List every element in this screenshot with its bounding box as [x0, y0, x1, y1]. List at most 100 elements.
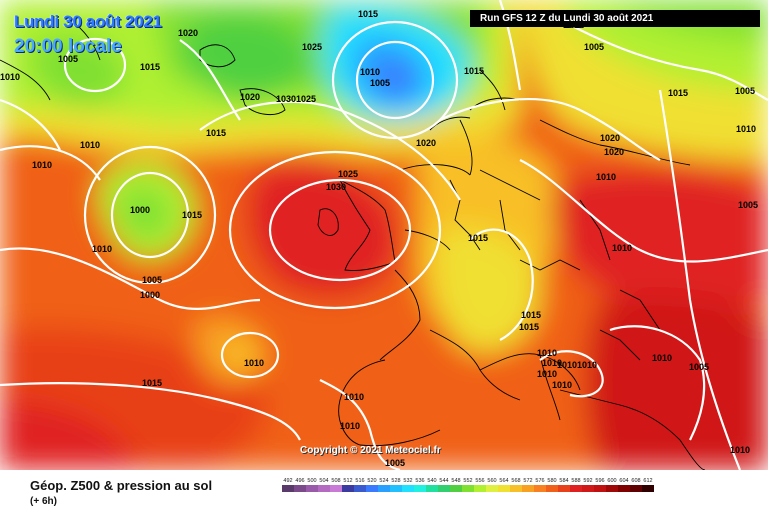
- isobar-label: 1000: [130, 205, 150, 215]
- isobar-label: 1010: [542, 358, 562, 368]
- scale-tick-label: 580: [547, 478, 557, 484]
- isobar-label: 1015: [468, 233, 488, 243]
- scale-step: 588: [570, 478, 582, 492]
- scale-color-chip: [294, 485, 306, 492]
- scale-step: 520: [366, 478, 378, 492]
- scale-step: 572: [522, 478, 534, 492]
- isobar-label: 1010: [340, 421, 360, 431]
- scale-step: 492: [282, 478, 294, 492]
- scale-tick-label: 608: [631, 478, 641, 484]
- isobar-label: 1020: [600, 133, 620, 143]
- isobar-label: 1010: [80, 140, 100, 150]
- scale-step: 508: [330, 478, 342, 492]
- isobar-label: 1015: [140, 62, 160, 72]
- scale-color-chip: [570, 485, 582, 492]
- forecast-local-time: 20:00 locale: [14, 36, 122, 57]
- scale-tick-label: 576: [535, 478, 545, 484]
- scale-tick-label: 492: [283, 478, 293, 484]
- scale-tick-label: 560: [487, 478, 497, 484]
- isobar-label: 1010: [344, 392, 364, 402]
- scale-step: 556: [474, 478, 486, 492]
- weather-map: 1005 1015 1020 1010 1015 1010 1025 1020 1010 1005…: [0, 0, 768, 470]
- scale-color-chip: [402, 485, 414, 492]
- scale-step: 596: [594, 478, 606, 492]
- scale-tick-label: 508: [331, 478, 341, 484]
- scale-color-chip: [522, 485, 534, 492]
- isobar-label: 1005: [689, 362, 709, 372]
- scale-tick-label: 588: [571, 478, 581, 484]
- isobars: [0, 0, 768, 470]
- isobar-label: 1005: [735, 86, 755, 96]
- isobar-label: 1010: [577, 360, 597, 370]
- isobar-label: 1025: [338, 169, 358, 179]
- scale-color-chip: [558, 485, 570, 492]
- scale-color-chip: [498, 485, 510, 492]
- scale-tick-label: 536: [415, 478, 425, 484]
- scale-color-chip: [486, 485, 498, 492]
- scale-color-chip: [342, 485, 354, 492]
- scale-step: 576: [534, 478, 546, 492]
- isobar-label: 1015: [521, 310, 541, 320]
- scale-tick-label: 556: [475, 478, 485, 484]
- isobar-label: 1015: [182, 210, 202, 220]
- isobar-label: 1010: [557, 360, 577, 370]
- scale-color-chip: [546, 485, 558, 492]
- scale-color-chip: [354, 485, 366, 492]
- scale-color-chip: [582, 485, 594, 492]
- isobar-label: 1010: [92, 244, 112, 254]
- isobar-label: 1015: [519, 322, 539, 332]
- scale-step: 524: [378, 478, 390, 492]
- scale-step: 500: [306, 478, 318, 492]
- isobar-label: 1005: [584, 42, 604, 52]
- isobar-label: 1005: [58, 54, 78, 64]
- scale-step: 544: [438, 478, 450, 492]
- scale-tick-label: 540: [427, 478, 437, 484]
- isobar-label: 1005: [370, 78, 390, 88]
- isobar-label: 1030: [326, 182, 346, 192]
- scale-tick-label: 552: [463, 478, 473, 484]
- isobar-label: 1010: [360, 67, 380, 77]
- isobar-label: 1020: [416, 138, 436, 148]
- isobar-label: 1005: [738, 200, 758, 210]
- color-scale: 492 496 500 504 508 512 516 520 524 528 532 536 540 5…: [282, 478, 654, 492]
- scale-tick-label: 572: [523, 478, 533, 484]
- scale-tick-label: 500: [307, 478, 317, 484]
- scale-tick-label: 564: [499, 478, 509, 484]
- scale-step: 592: [582, 478, 594, 492]
- scale-color-chip: [318, 485, 330, 492]
- isobar-label: 1020: [178, 28, 198, 38]
- scale-color-chip: [282, 485, 294, 492]
- scale-step: 552: [462, 478, 474, 492]
- scale-step: 548: [450, 478, 462, 492]
- scale-color-chip: [450, 485, 462, 492]
- scale-color-chip: [366, 485, 378, 492]
- isobar-label: 1010: [0, 72, 20, 82]
- scale-step: 584: [558, 478, 570, 492]
- scale-step: 516: [354, 478, 366, 492]
- isobar-label: 1015: [668, 88, 688, 98]
- scale-tick-label: 524: [379, 478, 389, 484]
- isobar-label: 1025: [296, 94, 316, 104]
- scale-step: 604: [618, 478, 630, 492]
- scale-color-chip: [390, 485, 402, 492]
- legend-subtitle: (+ 6h): [30, 496, 57, 507]
- copyright: Copyright © 2021 Meteociel.fr: [300, 445, 441, 456]
- scale-step: 536: [414, 478, 426, 492]
- scale-tick-label: 516: [355, 478, 365, 484]
- isobar-label: 1020: [240, 92, 260, 102]
- scale-tick-label: 600: [607, 478, 617, 484]
- isobar-label: 1010: [730, 445, 750, 455]
- isobar-label: 1015: [358, 9, 378, 19]
- scale-color-chip: [474, 485, 486, 492]
- scale-color-chip: [642, 485, 654, 492]
- legend-title: Géop. Z500 & pression au sol: [30, 478, 213, 493]
- scale-step: 528: [390, 478, 402, 492]
- isobar-label: 1015: [142, 378, 162, 388]
- scale-tick-label: 504: [319, 478, 329, 484]
- scale-color-chip: [606, 485, 618, 492]
- run-info: Run GFS 12 Z du Lundi 30 août 2021: [470, 10, 760, 27]
- scale-tick-label: 592: [583, 478, 593, 484]
- isobar-label: 1005: [385, 458, 405, 468]
- isobar-label: 1010: [596, 172, 616, 182]
- scale-color-chip: [534, 485, 546, 492]
